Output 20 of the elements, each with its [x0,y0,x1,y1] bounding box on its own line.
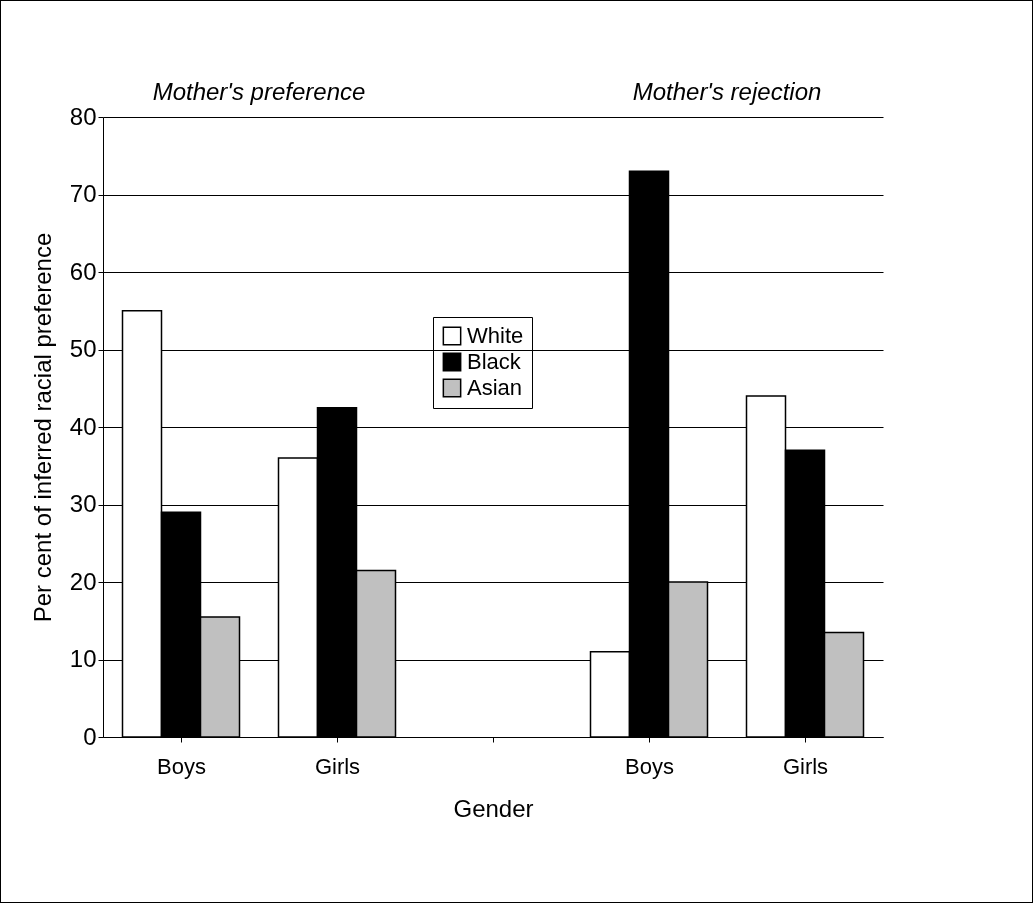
text: Mother's rejection [632,78,822,105]
y-tick-label: 20 [69,567,97,595]
text: Mother's preference [152,78,366,105]
x-tick-label: Boys [625,753,674,779]
y-tick-label: 70 [69,180,97,207]
y-tick-label: 80 [69,102,97,130]
y-axis-title: Per cent of inferred racial preference [28,232,56,623]
y-tick-label: 60 [69,257,97,285]
y-tick-label: 10 [69,645,97,672]
legend-label: Asian [467,375,523,400]
y-tick-label: 40 [69,412,97,440]
y-tick-label: 30 [69,490,97,517]
legend-label: Black [467,349,522,374]
x-axis-title: Gender [453,794,534,822]
legend-label: White [467,323,524,348]
y-tick-label: 0 [83,722,97,750]
x-tick-label: Girls [314,753,361,779]
x-tick-label: Boys [157,753,206,779]
y-tick-label: 50 [69,335,97,362]
x-tick-label: Girls [782,753,829,779]
